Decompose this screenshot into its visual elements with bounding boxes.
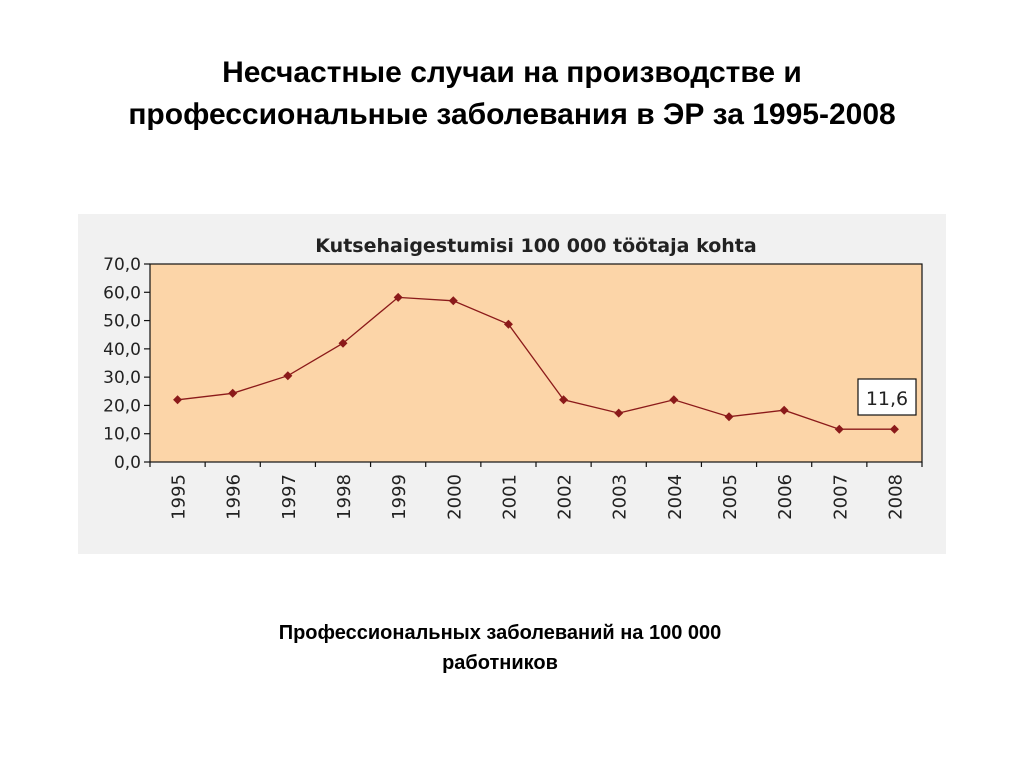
line-chart: Kutsehaigestumisi 100 000 töötaja kohta … [103, 235, 923, 520]
data-point-1999 [393, 292, 403, 302]
data-point-1998 [338, 338, 348, 348]
data-point-1995 [173, 395, 183, 405]
data-point-2002 [559, 395, 569, 405]
x-axis: 1995 1996 1997 1998 1999 2000 2001 2002 2003 2004… [149, 462, 923, 520]
x-tick-label: 1995 [169, 474, 190, 520]
x-tick-label: 2003 [610, 474, 631, 520]
data-point-2001 [503, 319, 513, 329]
slide-title-line-2: профессиональные заболевания в ЭР за 199… [128, 98, 896, 131]
x-tick-label: 2000 [444, 474, 465, 520]
data-point-2005 [724, 412, 734, 422]
x-tick-label: 2006 [775, 474, 796, 520]
slide-title: Несчастные случаи на производстве и проф… [40, 52, 984, 136]
y-tick-label: 20,0 [103, 396, 141, 416]
annotation-box [857, 378, 917, 416]
y-tick-label: 0,0 [114, 453, 141, 473]
data-point-2004 [669, 395, 679, 405]
chart-caption-line-2: работников [442, 652, 558, 674]
x-tick-label: 2005 [720, 474, 741, 520]
chart-caption: Профессиональных заболеваний на 100 000 … [200, 618, 800, 678]
series-line [177, 296, 895, 430]
x-tick-label: 1997 [279, 474, 300, 520]
x-tick-label: 1996 [224, 474, 245, 520]
annotation-layer: 11,6 [857, 378, 917, 416]
x-tick-label: 2007 [830, 474, 851, 520]
y-tick-label: 70,0 [103, 255, 141, 275]
y-axis: 0,0 10,0 20,0 30,0 40,0 50,0 60,0 70,0 [103, 255, 150, 473]
data-point-2008 [889, 424, 899, 434]
annotation-label: 11,6 [866, 388, 908, 410]
x-tick-label: 2001 [499, 474, 520, 520]
x-tick-label: 1998 [334, 474, 355, 520]
slide-title-line-1: Несчастные случаи на производстве и [222, 56, 802, 89]
y-tick-label: 40,0 [103, 340, 141, 360]
y-tick-label: 60,0 [103, 283, 141, 303]
chart-title: Kutsehaigestumisi 100 000 töötaja kohta [315, 235, 756, 257]
data-point-2006 [779, 405, 789, 415]
series-layer [173, 292, 899, 434]
data-point-1996 [228, 388, 238, 398]
y-tick-label: 30,0 [103, 368, 141, 388]
x-tick-label: 2004 [665, 474, 686, 520]
data-point-2000 [448, 296, 458, 306]
data-point-2003 [614, 408, 624, 418]
y-tick-label: 50,0 [103, 312, 141, 332]
x-tick-label: 2002 [555, 474, 576, 520]
chart-caption-line-1: Профессиональных заболеваний на 100 000 [278, 622, 722, 644]
data-point-1997 [283, 371, 293, 381]
x-tick-label: 1999 [389, 474, 410, 520]
x-tick-label: 2008 [885, 474, 906, 520]
data-point-2007 [834, 424, 844, 434]
y-tick-label: 10,0 [103, 425, 141, 445]
